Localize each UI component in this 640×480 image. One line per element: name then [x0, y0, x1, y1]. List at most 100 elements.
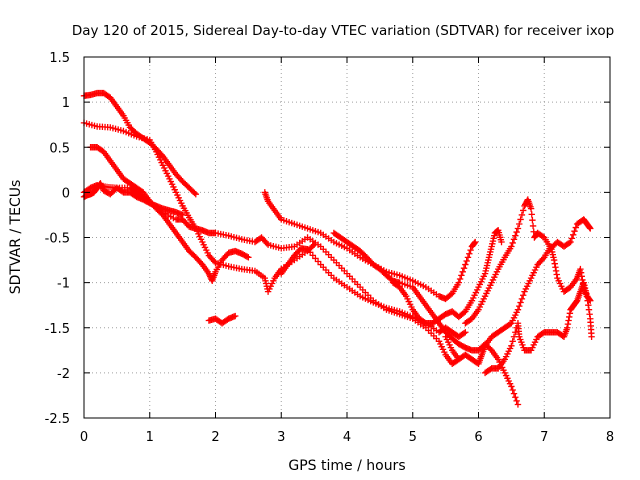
- data-point: [509, 338, 516, 345]
- series-track-5: [205, 312, 239, 327]
- data-point: [566, 313, 573, 321]
- data-point: [455, 279, 462, 286]
- data-point: [99, 184, 106, 191]
- series-track-10: [462, 196, 594, 327]
- data-point: [586, 296, 593, 303]
- data-point: [552, 267, 560, 275]
- data-point: [466, 250, 473, 257]
- data-point: [447, 291, 455, 298]
- data-point: [518, 211, 526, 219]
- data-point: [472, 238, 479, 246]
- chart-title: Day 120 of 2015, Sidereal Day-to-day VTE…: [72, 23, 614, 39]
- data-point: [568, 235, 576, 242]
- data-point: [508, 342, 515, 349]
- data-point: [529, 222, 537, 230]
- series-track-11: [442, 243, 595, 368]
- series-track-8: [330, 229, 522, 408]
- y-tick-label: -1.5: [45, 322, 70, 337]
- y-tick-label: 0.5: [49, 141, 70, 156]
- data-point: [460, 329, 468, 337]
- data-point: [512, 394, 519, 401]
- series-track-13: [80, 180, 186, 219]
- data-point: [191, 189, 198, 197]
- data-point: [232, 312, 239, 320]
- y-tick-label: -2.5: [45, 412, 70, 427]
- data-point: [512, 329, 519, 336]
- x-axis-label: GPS time / hours: [288, 458, 405, 474]
- data-point: [508, 383, 515, 390]
- data-point: [205, 270, 213, 277]
- x-tick-label: 0: [80, 430, 88, 445]
- data-point: [520, 207, 527, 214]
- data-point: [553, 271, 560, 278]
- data-point: [550, 256, 558, 264]
- data-point: [516, 220, 523, 228]
- series-track-2: [80, 119, 318, 295]
- data-points: [80, 89, 595, 408]
- data-point: [513, 397, 520, 405]
- data-point: [243, 253, 251, 260]
- y-tick-label: -1: [57, 277, 70, 292]
- data-point: [587, 297, 594, 304]
- x-tick-label: 5: [409, 430, 417, 445]
- data-point: [517, 216, 524, 223]
- data-point: [518, 295, 526, 303]
- y-tick-label: 1.5: [49, 51, 70, 66]
- x-tick-label: 4: [343, 430, 351, 445]
- data-point: [529, 216, 536, 224]
- data-point: [578, 273, 585, 280]
- data-point: [456, 275, 464, 283]
- y-axis-label: SDTVAR / TECUs: [8, 180, 24, 295]
- data-point: [464, 254, 472, 261]
- data-point: [587, 225, 594, 232]
- data-point: [459, 268, 466, 275]
- series-track-12: [481, 279, 594, 377]
- data-point: [566, 310, 574, 317]
- data-point: [571, 227, 578, 235]
- y-tick-label: -0.5: [45, 232, 70, 247]
- data-point: [471, 239, 478, 247]
- data-point: [566, 239, 573, 247]
- data-point: [179, 211, 186, 219]
- data-point: [467, 246, 474, 254]
- data-point: [197, 259, 205, 267]
- x-tick-label: 3: [277, 430, 285, 445]
- data-point: [509, 386, 516, 394]
- data-point: [551, 260, 558, 267]
- y-tick-label: 1: [62, 96, 70, 111]
- x-tick-label: 6: [474, 430, 482, 445]
- data-point: [577, 269, 585, 276]
- data-point: [462, 329, 469, 336]
- x-tick-label: 1: [146, 430, 154, 445]
- data-point: [460, 309, 468, 316]
- data-point: [458, 272, 465, 279]
- data-point: [508, 243, 515, 250]
- data-point: [520, 292, 527, 299]
- data-point: [463, 257, 470, 265]
- data-point: [586, 224, 593, 231]
- data-point: [263, 240, 270, 247]
- data-point: [245, 254, 252, 261]
- data-point: [462, 261, 469, 268]
- data-point: [460, 264, 468, 272]
- data-point: [514, 306, 522, 313]
- data-point: [539, 255, 547, 262]
- data-point: [98, 183, 105, 190]
- data-point: [513, 228, 520, 236]
- data-point: [528, 211, 535, 218]
- data-point: [517, 299, 524, 306]
- data-point: [514, 225, 522, 232]
- y-tick-label: 0: [62, 186, 70, 201]
- data-point: [498, 238, 505, 246]
- data-point: [588, 333, 595, 340]
- data-point: [192, 190, 199, 198]
- data-point: [506, 320, 514, 328]
- data-point: [564, 320, 572, 328]
- data-point: [586, 311, 593, 318]
- data-point: [509, 239, 516, 247]
- y-tick-label: -2: [57, 367, 70, 382]
- data-point: [97, 181, 105, 188]
- data-point: [577, 265, 584, 273]
- data-point: [565, 317, 572, 324]
